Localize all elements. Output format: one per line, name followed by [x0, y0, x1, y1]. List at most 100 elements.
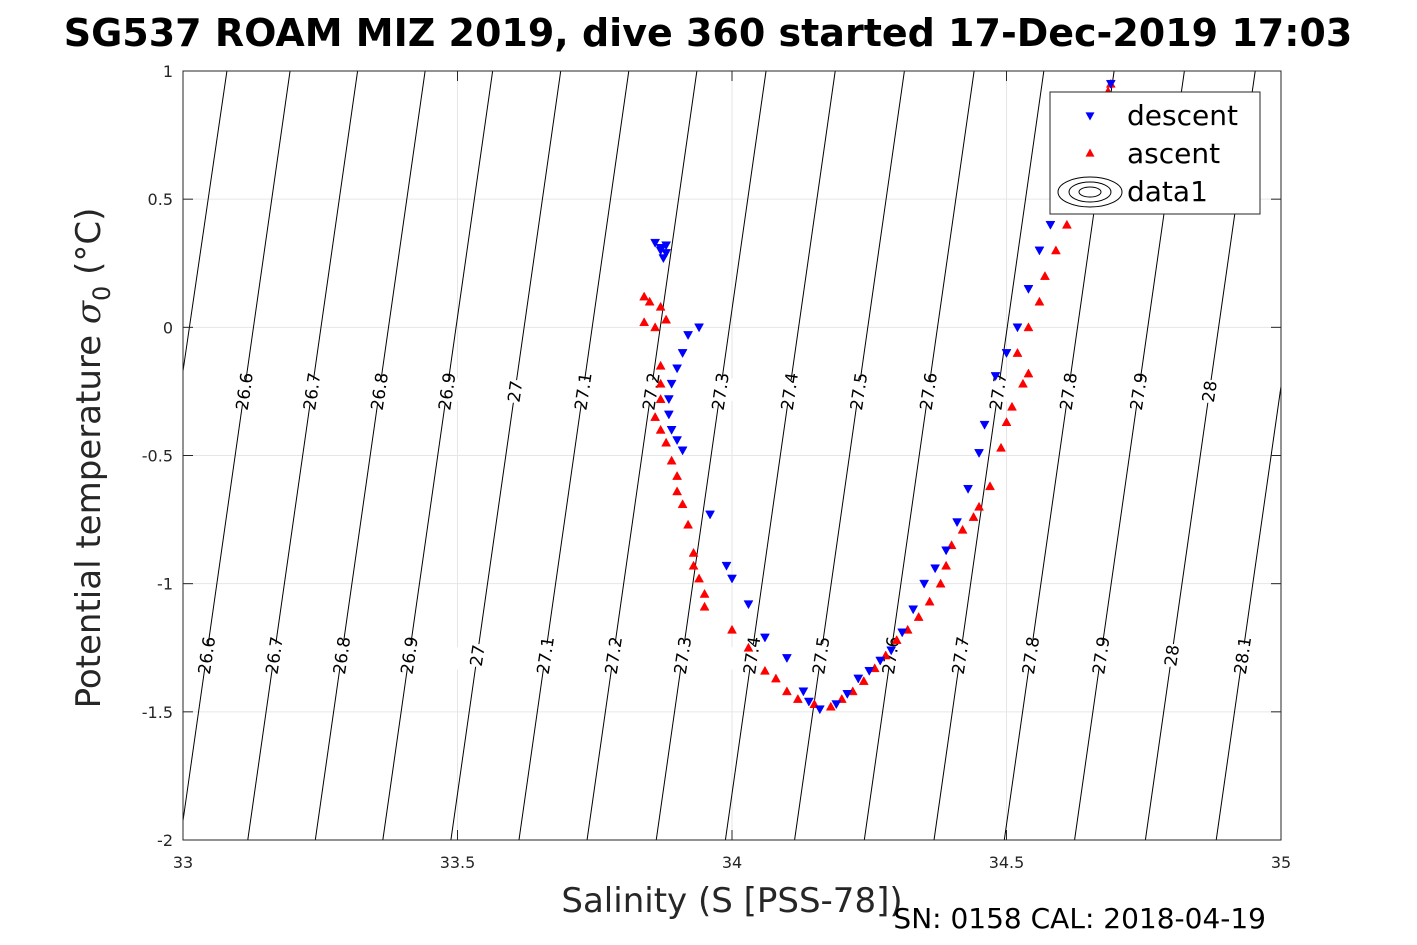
ascent-point [858, 676, 869, 685]
descent-point [677, 349, 688, 358]
descent-point [760, 633, 770, 643]
sigma-contours [183, 71, 1281, 840]
x-tick-label: 34.5 [989, 853, 1025, 872]
sigma-contour-label-bg [1115, 377, 1162, 406]
x-tick-label: 34 [722, 853, 742, 872]
x-tick-label: 35 [1271, 853, 1291, 872]
legend-descent-marker [1085, 112, 1095, 121]
legend-ascent-label: ascent [1127, 137, 1220, 170]
ascent-point [941, 560, 952, 570]
x-axis-label: Salinity (S [PSS-78]) [561, 881, 902, 921]
descent-point [990, 372, 1001, 382]
sigma-contour-line [794, 71, 905, 840]
y-tick-label: -2 [157, 831, 173, 850]
ascent-point [1023, 322, 1034, 332]
descent-point [666, 379, 677, 389]
ascent-point [891, 635, 902, 644]
descent-point [941, 546, 952, 556]
sigma-contour-line [314, 71, 426, 840]
descent-point [655, 246, 666, 256]
ascent-point [655, 360, 666, 370]
ascent-point [743, 642, 754, 652]
descent-point [864, 666, 875, 676]
sigma-contour-label-bg [696, 377, 744, 406]
descent-point [663, 395, 674, 405]
ascent-point [655, 424, 666, 434]
descent-point [842, 690, 853, 699]
descent-point [1045, 220, 1056, 230]
sigma-contour-label-bg [728, 641, 776, 670]
y-tick-label: 0.5 [148, 190, 173, 209]
sigma-contour-label-bg [797, 641, 845, 670]
descent-point [666, 426, 677, 435]
ascent-point [770, 673, 781, 683]
ascent-point [639, 317, 650, 327]
sigma-contour-label-bg [590, 641, 637, 670]
descent-point [798, 687, 809, 697]
descent-point [677, 446, 688, 456]
ascent-point [683, 519, 694, 529]
ascent-point [985, 481, 995, 491]
ascent-point [1007, 401, 1017, 411]
y-axis-label: Potential temperature σ0 (°C) [69, 208, 116, 709]
descent-point [919, 579, 930, 589]
sigma-contour-label-bg [1148, 641, 1196, 670]
x-tick-label: 33.5 [440, 853, 476, 872]
ascent-point [644, 296, 655, 306]
legend-ascent-triangle [1085, 148, 1095, 157]
descent-point [663, 410, 674, 420]
legend-contour-icon [1057, 176, 1123, 208]
ascent-point [1018, 378, 1028, 388]
ascent-point [1040, 271, 1050, 280]
sigma-contour-label: 27 [504, 379, 527, 403]
sigma-contour-line [863, 71, 975, 840]
y-tick-label: -1.5 [142, 703, 173, 722]
legend-descent-triangle [1085, 112, 1095, 121]
y-tick-label: -1 [157, 575, 173, 594]
ascent-point [913, 611, 924, 621]
sigma-contour-label-bg [183, 641, 230, 670]
ascent-point [694, 573, 704, 583]
ascent-point [655, 394, 666, 403]
sigma-contour-labels: 26.626.626.726.726.826.826.926.9272727.1… [183, 371, 1266, 676]
legend-box [1049, 91, 1261, 215]
ascent-point [1001, 417, 1012, 427]
ascent-point [1061, 219, 1072, 229]
sigma-contour-label: 28 [1199, 379, 1222, 403]
ascent-point [825, 701, 836, 711]
sigma-contour-label-bg [385, 641, 433, 670]
ascent-point [699, 601, 710, 611]
descent-point [658, 254, 669, 264]
sigma-contour-label: 28 [1161, 643, 1184, 667]
ascent-point [760, 665, 770, 675]
descent-point [781, 654, 792, 664]
descent-point [705, 510, 715, 520]
sigma-contour-label-bg [974, 377, 1022, 406]
descent-point [814, 705, 825, 715]
sigma-contour-label-bg [766, 377, 813, 406]
descent-point [875, 656, 886, 666]
ascent-point [650, 322, 661, 332]
descent-point [743, 600, 754, 610]
descent-point [727, 574, 737, 584]
legend: descent ascent data1 [1049, 91, 1261, 215]
x-tick-label: 33 [173, 853, 193, 872]
y-tick-label: 0 [163, 318, 173, 337]
sigma-contour-label-bg [355, 377, 403, 406]
descent-point [672, 364, 683, 374]
sigma-contour-label-bg [1007, 641, 1055, 670]
ascent-point [1034, 296, 1045, 306]
sigma-contour-label-bg [659, 641, 706, 670]
sigma-contour-label-bg [288, 377, 336, 406]
ascent-point [655, 301, 666, 311]
sigma-contour-line [933, 71, 1045, 840]
descent-point [831, 700, 842, 710]
sigma-contour-line [655, 71, 767, 840]
descent-point [974, 449, 984, 458]
sigma-contour-label-bg [521, 641, 569, 670]
descent-point [1001, 349, 1012, 358]
ascent-point [1050, 245, 1061, 255]
ascent-point [688, 560, 699, 570]
ascent-point [792, 694, 803, 703]
ascent-point [1023, 368, 1034, 378]
